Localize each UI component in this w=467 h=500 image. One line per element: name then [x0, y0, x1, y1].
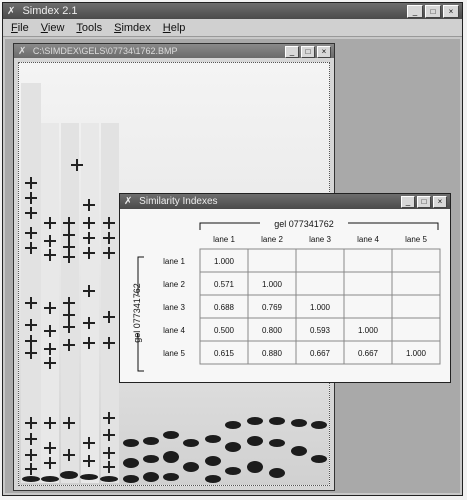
matrix-cell: 1.000: [406, 349, 427, 358]
band-markers: [25, 159, 263, 475]
matrix-cell: 0.593: [310, 326, 331, 335]
matrix-cell: 1.000: [262, 280, 283, 289]
row-label: lane 4: [163, 326, 185, 335]
gel-window-icon: ✗: [18, 46, 27, 57]
sim-maximize-button[interactable]: □: [417, 196, 431, 208]
gel-bands: [22, 417, 327, 483]
matrix-cell: 0.800: [262, 326, 283, 335]
menu-bar: File View Tools Simdex Help: [3, 19, 462, 37]
column-group-label: gel 077341762: [274, 219, 334, 229]
row-label: lane 5: [163, 349, 185, 358]
gel-window-title-bar[interactable]: ✗ C:\SIMDEX\GELS\07734\1762.BMP _ □ ×: [14, 44, 334, 58]
mdi-workspace: ✗ C:\SIMDEX\GELS\07734\1762.BMP _ □ ×: [5, 39, 460, 493]
sim-minimize-button[interactable]: _: [401, 196, 415, 208]
similarity-window-icon: ✗: [124, 196, 133, 207]
row-label: lane 2: [163, 280, 185, 289]
similarity-indexes-window: ✗ Similarity Indexes _ □ × gel 077341762…: [119, 193, 451, 383]
column-header: lane 1: [213, 235, 235, 244]
row-group-label: gel 077341762: [132, 283, 142, 343]
row-label: lane 1: [163, 257, 185, 266]
app-title: Simdex 2.1: [22, 5, 78, 17]
menu-simdex[interactable]: Simdex: [114, 21, 151, 34]
matrix-grid: [199, 248, 441, 365]
matrix-cell: 1.000: [214, 257, 235, 266]
gel-minimize-button[interactable]: _: [285, 46, 299, 58]
similarity-title: Similarity Indexes: [139, 196, 218, 207]
matrix-cell: 0.667: [358, 349, 379, 358]
simdex-app-window: ✗ Simdex 2.1 _ □ × File View Tools Simde…: [2, 2, 463, 496]
close-button[interactable]: ×: [443, 5, 459, 18]
menu-help[interactable]: Help: [162, 21, 186, 34]
column-header: lane 2: [261, 235, 283, 244]
row-group-bracket: [137, 256, 144, 372]
sim-close-button[interactable]: ×: [433, 196, 447, 208]
row-label: lane 3: [163, 303, 185, 312]
matrix-cell: 0.769: [262, 303, 283, 312]
gel-window-title: C:\SIMDEX\GELS\07734\1762.BMP: [32, 46, 178, 56]
matrix-cell: 0.571: [214, 280, 235, 289]
app-title-bar[interactable]: ✗ Simdex 2.1 _ □ ×: [3, 3, 462, 19]
menu-view[interactable]: View: [40, 21, 65, 34]
matrix-cell: 1.000: [310, 303, 331, 312]
gel-maximize-button[interactable]: □: [301, 46, 315, 58]
matrix-cell: 0.667: [310, 349, 331, 358]
similarity-matrix: gel 077341762 gel 077341762 lane 1 lane …: [120, 209, 450, 382]
maximize-button[interactable]: □: [425, 5, 441, 18]
minimize-button[interactable]: _: [407, 5, 423, 18]
matrix-cell: 1.000: [358, 326, 379, 335]
menu-tools[interactable]: Tools: [76, 21, 103, 34]
column-group-bracket: [199, 222, 439, 230]
column-header: lane 4: [357, 235, 379, 244]
matrix-cell: 0.880: [262, 349, 283, 358]
app-icon: ✗: [7, 6, 16, 17]
column-header: lane 5: [405, 235, 427, 244]
menu-file[interactable]: File: [11, 21, 29, 34]
matrix-cell: 0.688: [214, 303, 235, 312]
column-header: lane 3: [309, 235, 331, 244]
gel-close-button[interactable]: ×: [317, 46, 331, 58]
similarity-title-bar[interactable]: ✗ Similarity Indexes _ □ ×: [120, 194, 450, 209]
matrix-cell: 0.615: [214, 349, 235, 358]
matrix-cell: 0.500: [214, 326, 235, 335]
